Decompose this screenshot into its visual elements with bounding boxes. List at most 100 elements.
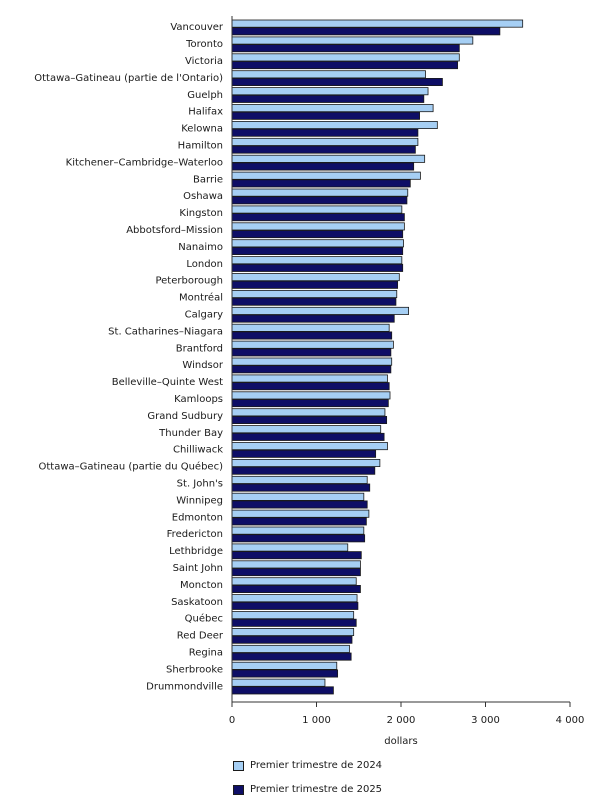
bar-2024 [231, 458, 381, 467]
bar-2025 [231, 500, 368, 509]
bar-2025 [231, 44, 460, 53]
category-label: Drummondville [146, 681, 223, 692]
bar-2024 [231, 425, 382, 434]
category-label: Montréal [179, 292, 223, 304]
x-axis-ticks: 0 1 000 2 000 3 000 4 000 [229, 702, 584, 726]
bar-2024 [231, 239, 404, 248]
bar-2024 [231, 628, 355, 637]
bar-2025 [231, 432, 385, 441]
bar-2024 [231, 391, 391, 400]
bar-2025 [231, 635, 353, 644]
bar-2024 [231, 492, 365, 501]
bar-2024 [231, 442, 388, 451]
bar-2024 [231, 137, 419, 146]
category-label: Calgary [185, 310, 223, 321]
bar-2025 [231, 246, 404, 255]
bar-2025 [231, 399, 389, 408]
bar-2024 [231, 19, 524, 28]
category-label: Victoria [185, 56, 223, 67]
legend-swatch-2024 [233, 760, 244, 771]
bar-2024 [231, 611, 355, 620]
bar-2024 [231, 36, 474, 45]
category-label: Kitchener–Cambridge–Waterloo [66, 157, 223, 168]
bar-2025 [231, 196, 408, 205]
bar-2025 [231, 483, 371, 492]
category-label: Guelph [187, 90, 223, 101]
bar-2025 [231, 111, 420, 120]
bars-group [231, 19, 524, 695]
legend-item-2024: Premier trimestre de 2024 [233, 760, 382, 771]
category-label: Barrie [193, 174, 223, 185]
category-labels: Vancouver Toronto Victoria Ottawa–Gatineau … [34, 22, 224, 692]
bar-2024 [231, 678, 326, 687]
category-label: Peterborough [155, 276, 223, 287]
legend-item-2025: Premier trimestre de 2025 [233, 784, 382, 795]
bar-2025 [231, 27, 501, 36]
bar-2024 [231, 188, 409, 197]
category-label: Nanaimo [178, 242, 223, 253]
category-label: Hamilton [178, 141, 223, 152]
x-axis-label: dollars [384, 736, 417, 747]
bar-2025 [231, 78, 443, 87]
bar-2025 [231, 179, 411, 188]
bar-2025 [231, 601, 359, 610]
bar-2024 [231, 273, 400, 282]
bar-2025 [231, 94, 425, 103]
category-label: Brantford [176, 343, 223, 354]
bar-2024 [231, 104, 434, 113]
bar-2025 [231, 162, 415, 171]
bar-2024 [231, 374, 388, 383]
category-label: Lethbridge [169, 546, 223, 557]
bar-2024 [231, 661, 338, 670]
category-label: Vancouver [170, 22, 224, 33]
category-label: Windsor [182, 360, 223, 371]
category-label: Kingston [179, 208, 223, 219]
category-label: Belleville–Quinte West [112, 377, 223, 388]
x-tick-label: 2 000 [387, 715, 416, 726]
bar-2024 [231, 171, 421, 180]
bar-2025 [231, 280, 399, 289]
category-label: Ottawa–Gatineau (partie du Québec) [38, 461, 223, 473]
bar-2024 [231, 340, 394, 349]
bar-2024 [231, 70, 426, 79]
legend-label-2025: Premier trimestre de 2025 [250, 784, 383, 795]
x-tick-label: 1 000 [302, 715, 331, 726]
category-label: Edmonton [172, 512, 223, 523]
bar-2025 [231, 128, 419, 137]
bar-2024 [231, 509, 370, 518]
bar-2025 [231, 61, 459, 70]
category-label: St. Catharines–Niagara [108, 326, 223, 337]
category-label: Fredericton [167, 529, 223, 540]
x-tick-label: 3 000 [471, 715, 500, 726]
bar-2025 [231, 365, 392, 374]
category-label: Kamloops [174, 394, 223, 405]
bar-2024 [231, 87, 429, 96]
bar-2024 [231, 526, 365, 535]
bar-2024 [231, 560, 361, 569]
category-label: Kelowna [181, 124, 223, 135]
category-label: Halifax [188, 107, 223, 118]
category-label: Ottawa–Gatineau (partie de l'Ontario) [34, 73, 223, 84]
bar-2025 [231, 585, 361, 594]
category-label: Moncton [180, 580, 223, 591]
category-label: Regina [189, 648, 223, 659]
x-tick-label: 0 [229, 715, 235, 726]
bar-2025 [231, 466, 376, 475]
bar-2024 [231, 357, 393, 366]
category-label: St. John's [177, 479, 223, 490]
category-label: Abbotsford–Mission [126, 225, 223, 236]
legend-swatch-2025 [233, 784, 244, 795]
bar-2025 [231, 230, 404, 239]
category-label: Chilliwack [173, 445, 223, 456]
bar-2024 [231, 121, 438, 130]
bar-2024 [231, 154, 426, 163]
category-label: Saint John [173, 563, 223, 574]
bar-2025 [231, 263, 404, 272]
bar-2024 [231, 577, 357, 586]
bar-2024 [231, 289, 398, 298]
category-label: Oshawa [183, 191, 223, 202]
bar-2025 [231, 534, 366, 543]
bar-2025 [231, 297, 397, 306]
bar-2025 [231, 213, 405, 222]
